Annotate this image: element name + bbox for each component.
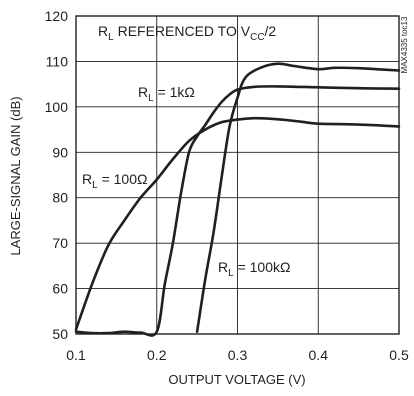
- y-tick-label: 80: [52, 190, 68, 206]
- x-tick-label: 0.2: [147, 347, 167, 363]
- y-tick-label: 90: [52, 144, 68, 160]
- x-tick-label: 0.1: [66, 347, 86, 363]
- series-line-100kohm: [195, 62, 401, 333]
- figure-id-label: MAX4335 toc13: [400, 16, 409, 73]
- y-tick-label: 60: [52, 281, 68, 297]
- y-tick-label: 100: [45, 99, 69, 115]
- y-tick-label: 120: [45, 8, 69, 24]
- y-tick-label: 110: [46, 53, 69, 69]
- y-tick-labels: 50 60 70 80 90 100 110 120: [45, 8, 69, 342]
- series-curves: [74, 62, 401, 337]
- plot-frame: [75, 15, 400, 335]
- reference-annotation: RL REFERENCED TO VCC/2: [98, 23, 276, 43]
- series-label-100k: RL = 100kΩ: [218, 259, 290, 279]
- series-line-100ohm: [74, 116, 401, 331]
- x-tick-label: 0.3: [228, 347, 248, 363]
- series-line-1kohm: [74, 85, 401, 337]
- x-axis-title: OUTPUT VOLTAGE (V): [168, 372, 305, 387]
- y-tick-label: 70: [52, 235, 68, 251]
- x-tick-label: 0.4: [309, 347, 329, 363]
- x-tick-label: 0.5: [389, 347, 409, 363]
- x-tick-labels: 0.1 0.2 0.3 0.4 0.5: [66, 347, 409, 363]
- y-tick-label: 50: [52, 326, 68, 342]
- series-label-100: RL = 100Ω: [82, 171, 147, 191]
- series-label-1k: RL = 1kΩ: [138, 84, 195, 104]
- y-axis-title: LARGE-SIGNAL GAIN (dB): [8, 96, 23, 255]
